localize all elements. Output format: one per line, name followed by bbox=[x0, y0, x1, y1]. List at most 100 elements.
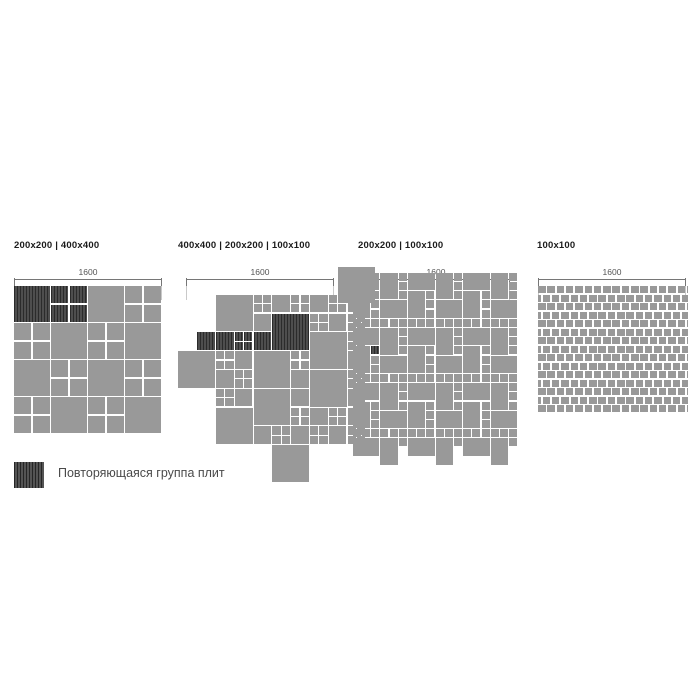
tile bbox=[106, 341, 124, 359]
brick-tile bbox=[565, 405, 574, 412]
tile bbox=[509, 346, 518, 355]
tile bbox=[389, 318, 398, 327]
tile bbox=[408, 374, 417, 383]
brick-tile bbox=[542, 311, 551, 319]
brick-tile bbox=[626, 345, 634, 353]
brick-tile bbox=[686, 388, 688, 395]
tile bbox=[272, 445, 309, 482]
hatched-tile bbox=[234, 332, 244, 341]
tile bbox=[454, 346, 463, 355]
brick-tile bbox=[538, 371, 546, 378]
brick-tile bbox=[626, 396, 634, 404]
tile bbox=[310, 426, 319, 435]
brick-tile bbox=[547, 354, 555, 361]
brick-tile bbox=[565, 337, 574, 344]
hatched-tile bbox=[51, 304, 69, 322]
brick-tile bbox=[565, 320, 574, 327]
tile bbox=[509, 318, 518, 327]
brick-tile bbox=[677, 303, 686, 310]
brick-tile bbox=[561, 396, 569, 404]
tile bbox=[371, 355, 380, 364]
brick-tile bbox=[603, 388, 611, 395]
tile bbox=[88, 397, 106, 415]
tile bbox=[371, 300, 380, 309]
tile bbox=[490, 410, 518, 429]
brick-tile bbox=[631, 354, 639, 361]
tile bbox=[509, 401, 518, 410]
tile bbox=[426, 355, 435, 364]
brick-tile bbox=[575, 303, 583, 310]
brick-tile bbox=[677, 320, 686, 327]
tile bbox=[454, 328, 463, 337]
tile bbox=[408, 429, 417, 438]
tile bbox=[352, 383, 380, 401]
tile bbox=[178, 351, 215, 388]
tile bbox=[398, 383, 407, 392]
tile-pattern-400x400-200x200-100x100 bbox=[178, 266, 375, 482]
hatched-tile bbox=[244, 341, 253, 351]
brick-tile bbox=[570, 311, 579, 319]
brick-tile bbox=[686, 405, 688, 412]
dimension-tick-left bbox=[186, 273, 187, 286]
brick-tile bbox=[658, 337, 667, 344]
brick-tile bbox=[556, 303, 565, 310]
brick-tile bbox=[644, 345, 653, 353]
tile bbox=[500, 429, 509, 438]
brick-tile bbox=[584, 388, 593, 395]
brick-tile bbox=[644, 379, 653, 387]
tile bbox=[319, 435, 328, 445]
tile bbox=[371, 318, 380, 327]
dimension-label-3: 1600 bbox=[362, 267, 510, 278]
brick-tile bbox=[565, 371, 574, 378]
tile bbox=[371, 364, 380, 373]
brick-tile bbox=[663, 379, 672, 387]
brick-tile bbox=[589, 379, 597, 387]
brick-tile bbox=[589, 345, 597, 353]
tile bbox=[88, 323, 106, 341]
tile bbox=[32, 415, 50, 433]
brick-tile bbox=[556, 405, 565, 412]
tile bbox=[347, 426, 356, 435]
tile bbox=[463, 374, 472, 383]
tile bbox=[253, 351, 291, 388]
brick-tile bbox=[570, 328, 579, 336]
tile bbox=[481, 401, 490, 410]
tile bbox=[454, 291, 463, 300]
tile bbox=[454, 392, 463, 401]
brick-tile bbox=[658, 405, 667, 412]
brick-tile bbox=[658, 354, 667, 361]
brick-tile bbox=[570, 294, 579, 302]
tile bbox=[408, 438, 435, 456]
tile bbox=[225, 398, 234, 407]
tile bbox=[272, 435, 281, 445]
brick-tile bbox=[631, 371, 639, 378]
brick-tile bbox=[617, 311, 625, 319]
brick-tile bbox=[635, 345, 644, 353]
brick-tile bbox=[547, 371, 555, 378]
column-title-3: 200x200 | 100x100 bbox=[358, 240, 444, 251]
tile bbox=[253, 426, 272, 445]
brick-tile bbox=[593, 303, 602, 310]
brick-tile bbox=[565, 303, 574, 310]
tile bbox=[490, 272, 509, 300]
brick-tile bbox=[621, 405, 630, 412]
dimension-tick-right bbox=[333, 273, 334, 286]
brick-tile bbox=[621, 320, 630, 327]
brick-tile bbox=[603, 354, 611, 361]
tile bbox=[398, 429, 407, 438]
tile bbox=[398, 374, 407, 383]
tile bbox=[454, 429, 463, 438]
brick-tile bbox=[579, 345, 588, 353]
tile bbox=[481, 355, 490, 364]
brick-tile bbox=[644, 311, 653, 319]
tile bbox=[338, 294, 347, 304]
brick-tile bbox=[668, 371, 676, 378]
brick-tile bbox=[584, 354, 593, 361]
brick-tile bbox=[579, 396, 588, 404]
tile bbox=[291, 351, 300, 360]
brick-tile bbox=[603, 371, 611, 378]
brick-tile bbox=[649, 388, 658, 395]
brick-tile bbox=[584, 337, 593, 344]
brick-tile bbox=[570, 396, 579, 404]
